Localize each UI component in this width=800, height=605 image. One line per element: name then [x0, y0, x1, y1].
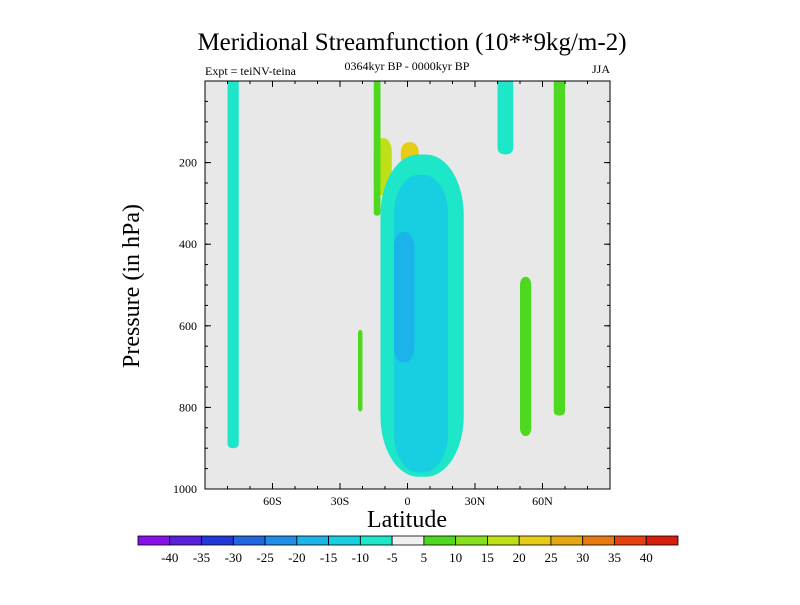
chart-title: Meridional Streamfunction (10**9kg/m-2): [197, 29, 626, 56]
colorbar-label: 10: [449, 550, 462, 565]
x-tick-label: 60N: [532, 494, 553, 508]
y-axis-title: Pressure (in hPa): [119, 204, 145, 368]
left-label: Expt = teiNV-teina: [205, 64, 297, 78]
axis-ticks: 60S 30S 0 30N 60N 200 400 600 800 1000: [173, 80, 611, 508]
colorbar-swatch: [201, 535, 234, 546]
colorbar-swatch: [391, 535, 425, 546]
region-sh-high-lat-column: [227, 81, 239, 449]
colorbar-swatch: [264, 535, 298, 546]
colorbar-swatch: [455, 535, 488, 546]
y-tick-label: 600: [179, 319, 197, 333]
colorbar-swatch: [614, 535, 647, 546]
colorbar-label: 15: [481, 550, 494, 565]
colorbar-swatch: [645, 535, 679, 546]
colorbar-label: 30: [576, 550, 589, 565]
region-nh-upper-strip: [497, 81, 514, 155]
colorbar-label: -35: [193, 550, 210, 565]
y-tick-label: 1000: [173, 482, 197, 496]
colorbar-label: -5: [387, 550, 398, 565]
colorbar-label: 25: [544, 550, 557, 565]
x-tick-label: 60S: [263, 494, 282, 508]
x-tick-label: 30N: [465, 494, 486, 508]
y-tick-label: 200: [179, 156, 197, 170]
colorbar-label: -30: [225, 550, 242, 565]
x-tick-label: 0: [405, 494, 411, 508]
colorbar-label: -40: [161, 550, 178, 565]
colorbar-label: -10: [352, 550, 369, 565]
colorbar-label: 20: [513, 550, 526, 565]
region-nh-midlat-strip: [520, 276, 532, 436]
colorbar-label: -15: [320, 550, 337, 565]
colorbar-swatch: [518, 535, 552, 546]
colorbar: -40 -35 -30 -25 -20 -15 -10 -5 5 10 15 20 25 30 35 40: [137, 535, 679, 565]
colorbar-label: 5: [421, 550, 428, 565]
colorbar-swatch: [487, 535, 520, 546]
region-nh-high-lat-column: [553, 81, 565, 416]
colorbar-swatch: [232, 535, 266, 546]
colorbar-label: 40: [640, 550, 653, 565]
colorbar-label: -25: [256, 550, 273, 565]
y-tick-label: 800: [179, 400, 197, 414]
colorbar-swatch: [423, 535, 457, 546]
center-label: 0364kyr BP - 0000kyr BP: [345, 59, 470, 73]
colorbar-label: -20: [288, 550, 305, 565]
right-label: JJA: [592, 62, 610, 76]
colorbar-swatch: [296, 535, 329, 546]
region-equatorial-upper-band: [373, 81, 381, 216]
y-tick-label: 400: [179, 237, 197, 251]
x-tick-label: 30S: [331, 494, 350, 508]
region-sh-subtropic-strip: [358, 329, 363, 412]
x-axis-title: Latitude: [367, 507, 447, 533]
region-tropical-cell-core: [394, 231, 415, 363]
colorbar-label: 35: [608, 550, 621, 565]
colorbar-swatch: [169, 535, 202, 546]
colorbar-swatch: [359, 535, 393, 546]
colorbar-swatch: [328, 535, 361, 546]
colorbar-swatch: [550, 535, 584, 546]
colorbar-swatch: [137, 535, 171, 546]
contour-regions: [227, 81, 565, 477]
colorbar-swatch: [582, 535, 615, 546]
